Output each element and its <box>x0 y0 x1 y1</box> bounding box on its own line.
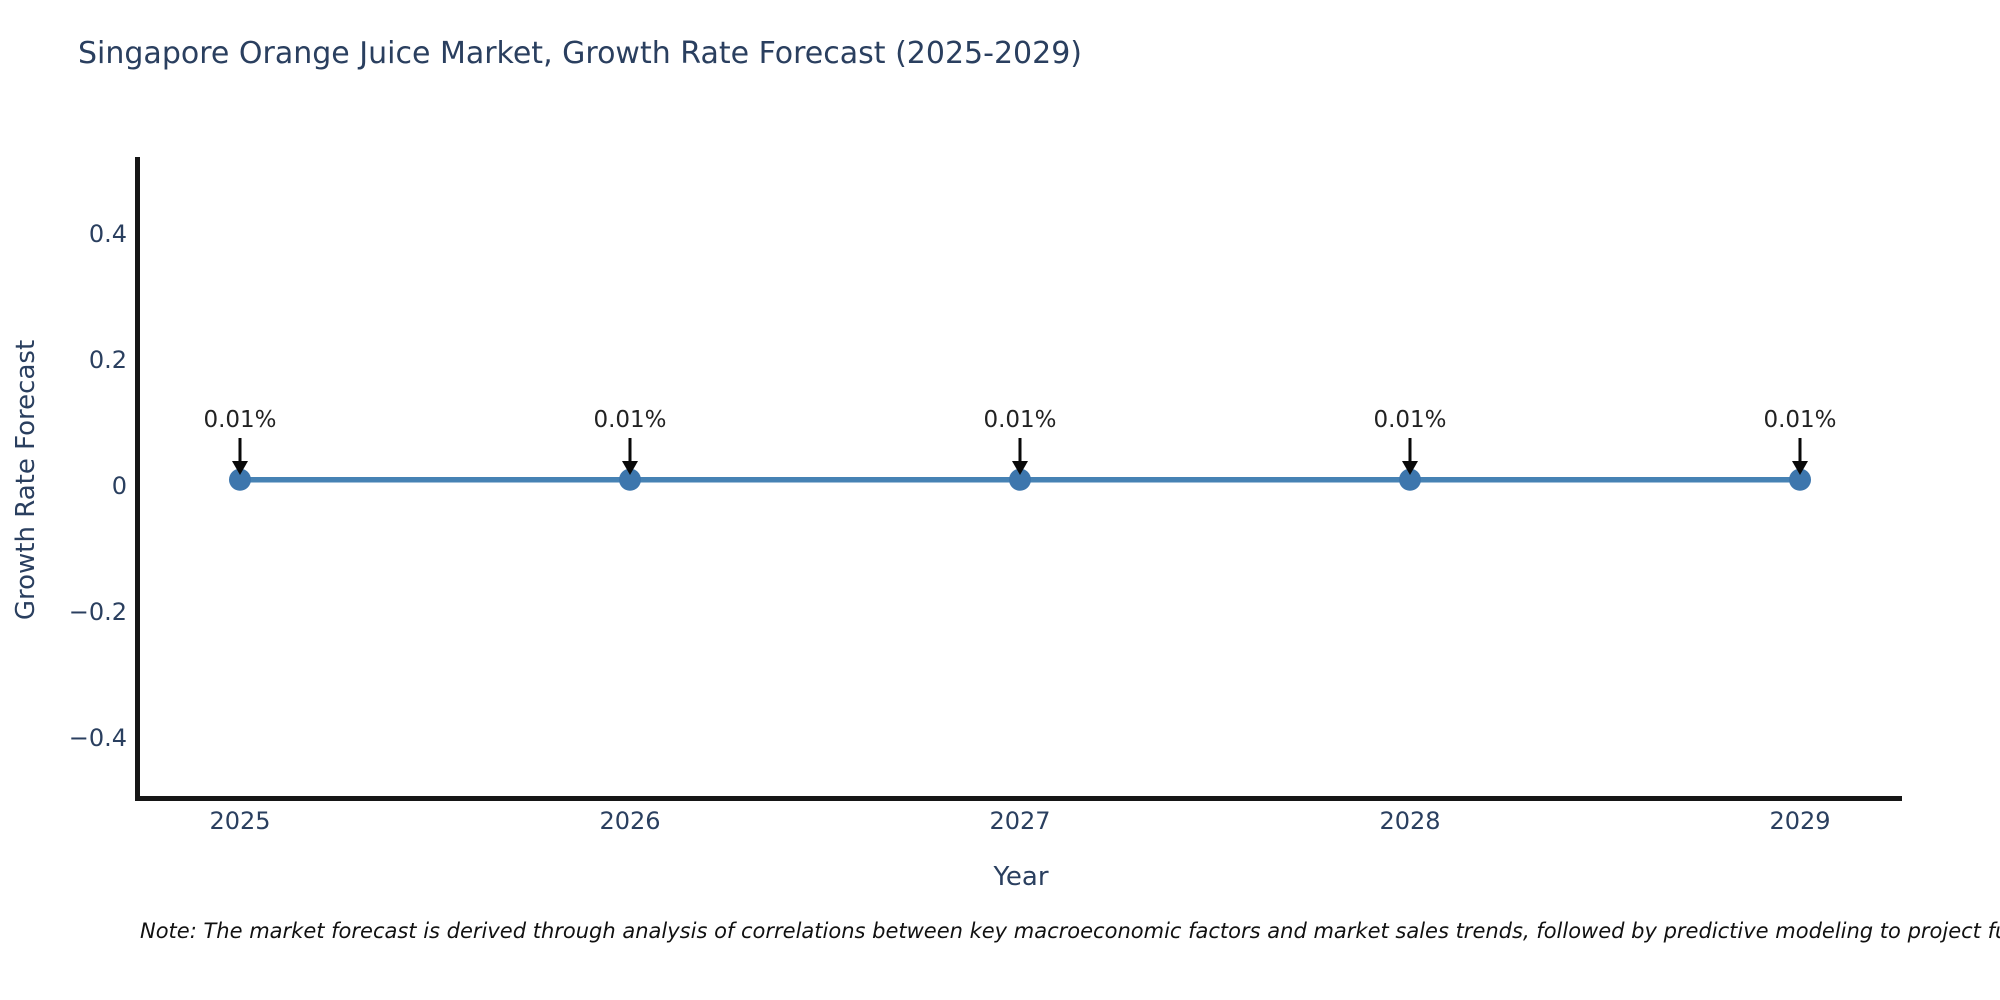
y-tick-label: 0.4 <box>88 220 127 248</box>
x-tick-label: 2027 <box>989 807 1051 835</box>
x-tick-label: 2029 <box>1769 807 1831 835</box>
annotation-label: 0.01% <box>1373 407 1447 433</box>
annotation-label: 0.01% <box>983 407 1057 433</box>
annotation-label: 0.01% <box>593 407 667 433</box>
x-axis-line <box>135 796 1902 801</box>
annotation-arrow <box>1018 438 1022 462</box>
annotation-arrowhead-icon <box>622 461 638 475</box>
y-tick-label: 0.2 <box>88 346 127 374</box>
x-axis-title: Year <box>993 862 1049 892</box>
y-axis-line <box>135 157 140 801</box>
annotation-arrow <box>238 438 242 462</box>
y-tick-label: −0.2 <box>68 598 127 626</box>
chart-title: Singapore Orange Juice Market, Growth Ra… <box>78 36 1083 71</box>
footnote: Note: The market forecast is derived thr… <box>140 919 2000 943</box>
annotation-arrow <box>1408 438 1412 462</box>
annotation-arrowhead-icon <box>232 461 248 475</box>
x-tick-label: 2028 <box>1379 807 1441 835</box>
annotation-label: 0.01% <box>1763 407 1837 433</box>
y-tick-label: 0 <box>111 472 127 500</box>
annotation-label: 0.01% <box>203 407 277 433</box>
y-tick-label: −0.4 <box>68 724 127 752</box>
annotation-arrowhead-icon <box>1012 461 1028 475</box>
annotation-arrowhead-icon <box>1402 461 1418 475</box>
x-tick-label: 2026 <box>599 807 661 835</box>
x-tick-label: 2025 <box>209 807 271 835</box>
annotation-arrow <box>1798 438 1802 462</box>
annotation-arrowhead-icon <box>1792 461 1808 475</box>
annotation-arrow <box>628 438 632 462</box>
